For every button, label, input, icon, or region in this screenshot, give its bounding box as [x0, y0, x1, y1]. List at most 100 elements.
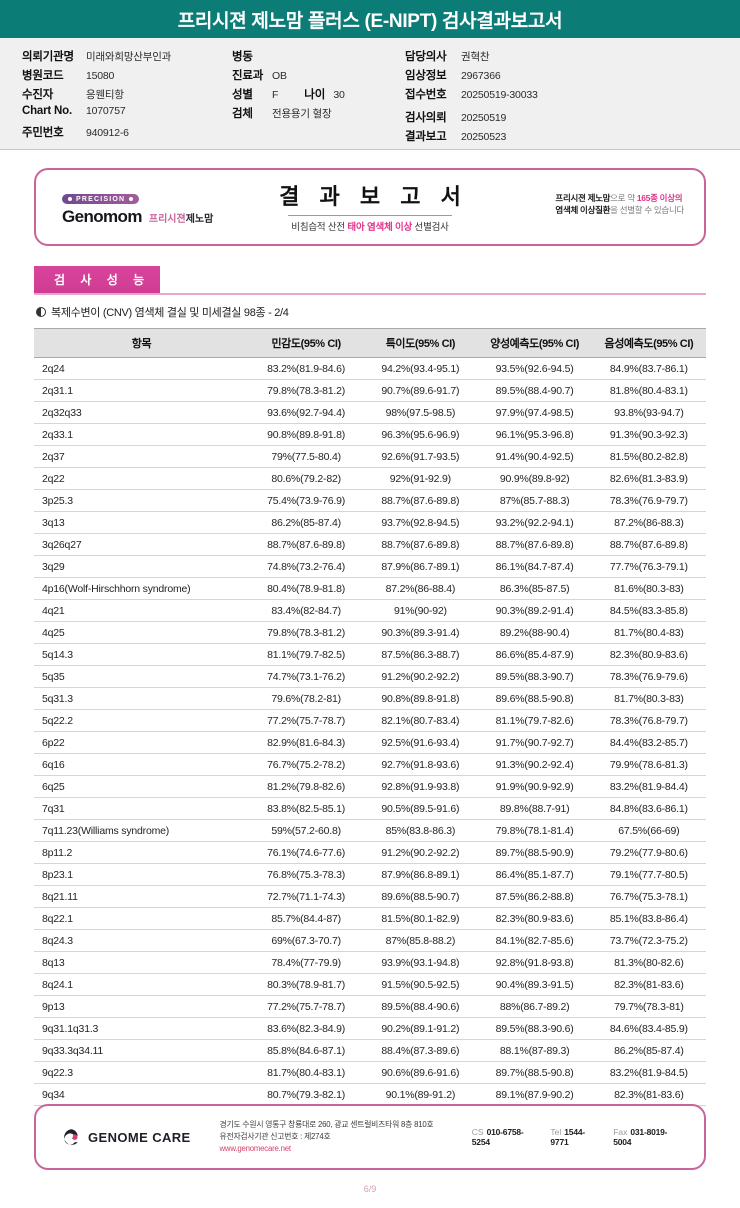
brand-kr-pink: 프리시젼: [148, 214, 186, 225]
column-header-sensitivity: 민감도(95% CI): [249, 328, 364, 358]
cell-specificity: 94.2%(93.4-95.1): [363, 357, 478, 380]
cell-sensitivity: 80.3%(78.9-81.7): [249, 973, 364, 996]
cell-item: 8q13: [34, 951, 249, 974]
cell-item: 5q31.3: [34, 687, 249, 710]
cell-npv: 77.7%(76.3-79.1): [591, 555, 706, 578]
cell-sensitivity: 77.2%(75.7-78.7): [249, 709, 364, 732]
cell-item: 3q13: [34, 511, 249, 534]
cell-ppv: 91.9%(90.9-92.9): [477, 775, 592, 798]
contact-fax-value: 031-8019-5004: [613, 1127, 668, 1147]
cell-item: 9p13: [34, 995, 249, 1018]
cell-item: 4q21: [34, 599, 249, 622]
performance-table-body: 2q24 83.2%(81.9-84.6) 94.2%(93.4-95.1) 93.5…: [34, 357, 706, 1128]
cell-item: 8q24.3: [34, 929, 249, 952]
cell-item: 9q34: [34, 1083, 249, 1106]
brand-name: Genomom: [62, 207, 142, 226]
table-row: 2q37 79%(77.5-80.4) 92.6%(91.7-93.5) 91.4%(…: [34, 445, 706, 468]
column-header-item: 항목: [34, 328, 249, 358]
info-row-accession-no: 접수번호 20250519-30033: [405, 86, 725, 105]
cell-ppv: 89.2%(88-90.4): [477, 621, 592, 644]
cell-item: 2q22: [34, 467, 249, 490]
cell-sensitivity: 79%(77.5-80.4): [249, 445, 364, 468]
cell-item: 8p23.1: [34, 863, 249, 886]
contact-cs-value: 010-6758-5254: [471, 1127, 524, 1147]
cell-item: 6q25: [34, 775, 249, 798]
label-hospital-code: 병원코드: [22, 70, 64, 82]
cell-sensitivity: 80.4%(78.9-81.8): [249, 577, 364, 600]
cell-ppv: 96.1%(95.3-96.8): [477, 423, 592, 446]
label-report-date: 결과보고: [405, 131, 447, 143]
cell-npv: 84.4%(83.2-85.7): [591, 731, 706, 754]
banner-description: 프리시젼 제노맘으로 약 165종 이상의 염색체 이상질환을 선별할 수 있습…: [555, 192, 684, 217]
desc-count: 165종 이상의: [636, 193, 683, 203]
cell-specificity: 87.9%(86.7-89.1): [363, 555, 478, 578]
cell-ppv: 91.4%(90.4-92.5): [477, 445, 592, 468]
table-row: 9p13 77.2%(75.7-78.7) 89.5%(88.4-90.6) 88%(…: [34, 995, 706, 1018]
column-header-specificity: 특이도(95% CI): [363, 328, 478, 358]
cell-specificity: 93.9%(93.1-94.8): [363, 951, 478, 974]
cell-item: 5q14.3: [34, 643, 249, 666]
desc-disease: 염색체 이상질환: [555, 205, 611, 216]
value-hospital-code: 15080: [86, 70, 115, 82]
cell-ppv: 90.9%(89.8-92): [477, 467, 592, 490]
table-row: 8q24.1 80.3%(78.9-81.7) 91.5%(90.5-92.5) 90…: [34, 973, 706, 996]
cell-item: 4q25: [34, 621, 249, 644]
cell-ppv: 93.5%(92.6-94.5): [477, 357, 592, 380]
cell-npv: 83.2%(81.9-84.4): [591, 775, 706, 798]
info-row-doctor: 담당의사 권혁찬: [405, 48, 725, 67]
cell-specificity: 88.7%(87.6-89.8): [363, 489, 478, 512]
cell-specificity: 90.1%(89-91.2): [363, 1083, 478, 1106]
cell-sensitivity: 78.4%(77-79.9): [249, 951, 364, 974]
table-row: 3p25.3 75.4%(73.9-76.9) 88.7%(87.6-89.8) 87…: [34, 489, 706, 512]
cell-specificity: 89.5%(88.4-90.6): [363, 995, 478, 1018]
table-row: 2q32q33 93.6%(92.7-94.4) 98%(97.5-98.5) 97.…: [34, 401, 706, 424]
table-row: 9q31.1q31.3 83.6%(82.3-84.9) 90.2%(89.1-91…: [34, 1017, 706, 1040]
cell-ppv: 89.8%(88.7-91): [477, 797, 592, 820]
value-doctor: 권혁찬: [461, 51, 490, 63]
cell-sensitivity: 83.4%(82-84.7): [249, 599, 364, 622]
contact-tel-key: Tel: [550, 1127, 562, 1137]
label-doctor: 담당의사: [405, 51, 447, 63]
cell-specificity: 91.2%(90.2-92.2): [363, 841, 478, 864]
cell-item: 3q26q27: [34, 533, 249, 556]
cell-item: 6p22: [34, 731, 249, 754]
cell-item: 8q22.1: [34, 907, 249, 930]
patient-info-column-left: 의뢰기관명 미래와희망산부인과 병원코드 15080 수진자 응웬티항 Char…: [22, 48, 237, 143]
contact-cs: CS 010-6758-5254: [472, 1127, 537, 1147]
value-report-date: 20250523: [461, 131, 507, 143]
cell-item: 8p11.2: [34, 841, 249, 864]
cell-sensitivity: 77.2%(75.7-78.7): [249, 995, 364, 1018]
table-row: 8p23.1 76.8%(75.3-78.3) 87.9%(86.8-89.1) 86…: [34, 863, 706, 886]
table-row: 9q33.3q34.11 85.8%(84.6-87.1) 88.4%(87.3-8…: [34, 1039, 706, 1062]
cell-ppv: 87.5%(86.2-88.8): [477, 885, 592, 908]
section-heading: 검 사 성 능: [34, 266, 161, 293]
cell-npv: 85.1%(83.8-86.4): [591, 907, 706, 930]
value-patient-name: 응웬티항: [86, 89, 124, 101]
info-row-request-date: 검사의뢰 20250519: [405, 109, 725, 128]
subheading-highlight: 태아 염색체 이상: [347, 222, 413, 233]
cell-ppv: 79.8%(78.1-81.4): [477, 819, 592, 842]
table-row: 3q26q27 88.7%(87.6-89.8) 88.7%(87.6-89.8) 8…: [34, 533, 706, 556]
cell-specificity: 87.2%(86-88.4): [363, 577, 478, 600]
cell-ppv: 86.3%(85-87.5): [477, 577, 592, 600]
info-row-ward: 병동: [232, 48, 407, 67]
cell-npv: 93.8%(93-94.7): [591, 401, 706, 424]
cell-specificity: 90.3%(89.3-91.4): [363, 621, 478, 644]
footer-website-link[interactable]: www.genomecare.net: [219, 1144, 292, 1154]
cell-sensitivity: 79.8%(78.3-81.2): [249, 621, 364, 644]
label-age: 나이: [304, 89, 326, 101]
label-request-date: 검사의뢰: [405, 112, 447, 124]
info-row-report-date: 결과보고 20250523: [405, 128, 725, 147]
cell-item: 4p16(Wolf-Hirschhorn syndrome): [34, 577, 249, 600]
cell-sensitivity: 74.8%(73.2-76.4): [249, 555, 364, 578]
precision-badge: PRECISION: [62, 194, 140, 204]
cell-npv: 84.5%(83.3-85.8): [591, 599, 706, 622]
value-department: OB: [272, 70, 287, 82]
report-subheading: 비침습적 산전 태아 염색체 이상 선별검사: [36, 219, 704, 233]
value-specimen: 전용용기 혈장: [272, 108, 332, 120]
cell-item: 2q33.1: [34, 423, 249, 446]
cell-sensitivity: 80.7%(79.3-82.1): [249, 1083, 364, 1106]
info-row-department: 진료과 OB: [232, 67, 407, 86]
cell-ppv: 89.1%(87.9-90.2): [477, 1083, 592, 1106]
cell-npv: 84.9%(83.7-86.1): [591, 357, 706, 380]
